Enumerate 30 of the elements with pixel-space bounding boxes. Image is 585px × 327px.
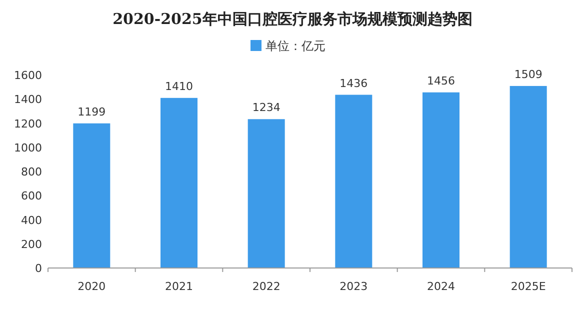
bar bbox=[335, 94, 372, 268]
y-tick-label: 1600 bbox=[14, 69, 42, 82]
x-tick-label: 2025E bbox=[510, 280, 546, 293]
y-tick-label: 400 bbox=[21, 214, 42, 227]
x-tick-label: 2020 bbox=[78, 280, 106, 293]
data-label: 1456 bbox=[427, 74, 455, 88]
data-label: 1509 bbox=[514, 68, 542, 81]
y-tick-label: 800 bbox=[21, 166, 42, 178]
x-tick-label: 2022 bbox=[252, 280, 280, 293]
y-tick-label: 200 bbox=[21, 238, 42, 251]
y-tick-label: 1200 bbox=[14, 117, 42, 130]
bar bbox=[422, 92, 460, 268]
bar bbox=[248, 119, 285, 268]
data-label: 1436 bbox=[340, 76, 368, 90]
bar bbox=[160, 98, 198, 268]
x-tick-label: 2021 bbox=[165, 280, 193, 293]
bar bbox=[510, 86, 547, 268]
y-tick-label: 1400 bbox=[14, 93, 42, 106]
bar bbox=[73, 123, 110, 268]
x-tick-label: 2024 bbox=[427, 280, 455, 293]
chart-title: 2020-2025年中国口腔医疗服务市场规模预测趋势图 bbox=[112, 10, 472, 28]
data-label: 1234 bbox=[252, 101, 280, 114]
y-tick-label: 0 bbox=[35, 262, 42, 275]
y-tick-label: 1000 bbox=[14, 141, 42, 154]
legend-label: 单位：亿元 bbox=[266, 39, 326, 53]
legend: 单位：亿元 bbox=[250, 39, 326, 53]
data-label: 1410 bbox=[165, 80, 193, 93]
x-tick-label: 2023 bbox=[340, 280, 368, 293]
data-label: 1199 bbox=[78, 105, 106, 118]
y-tick-label: 600 bbox=[21, 190, 42, 203]
